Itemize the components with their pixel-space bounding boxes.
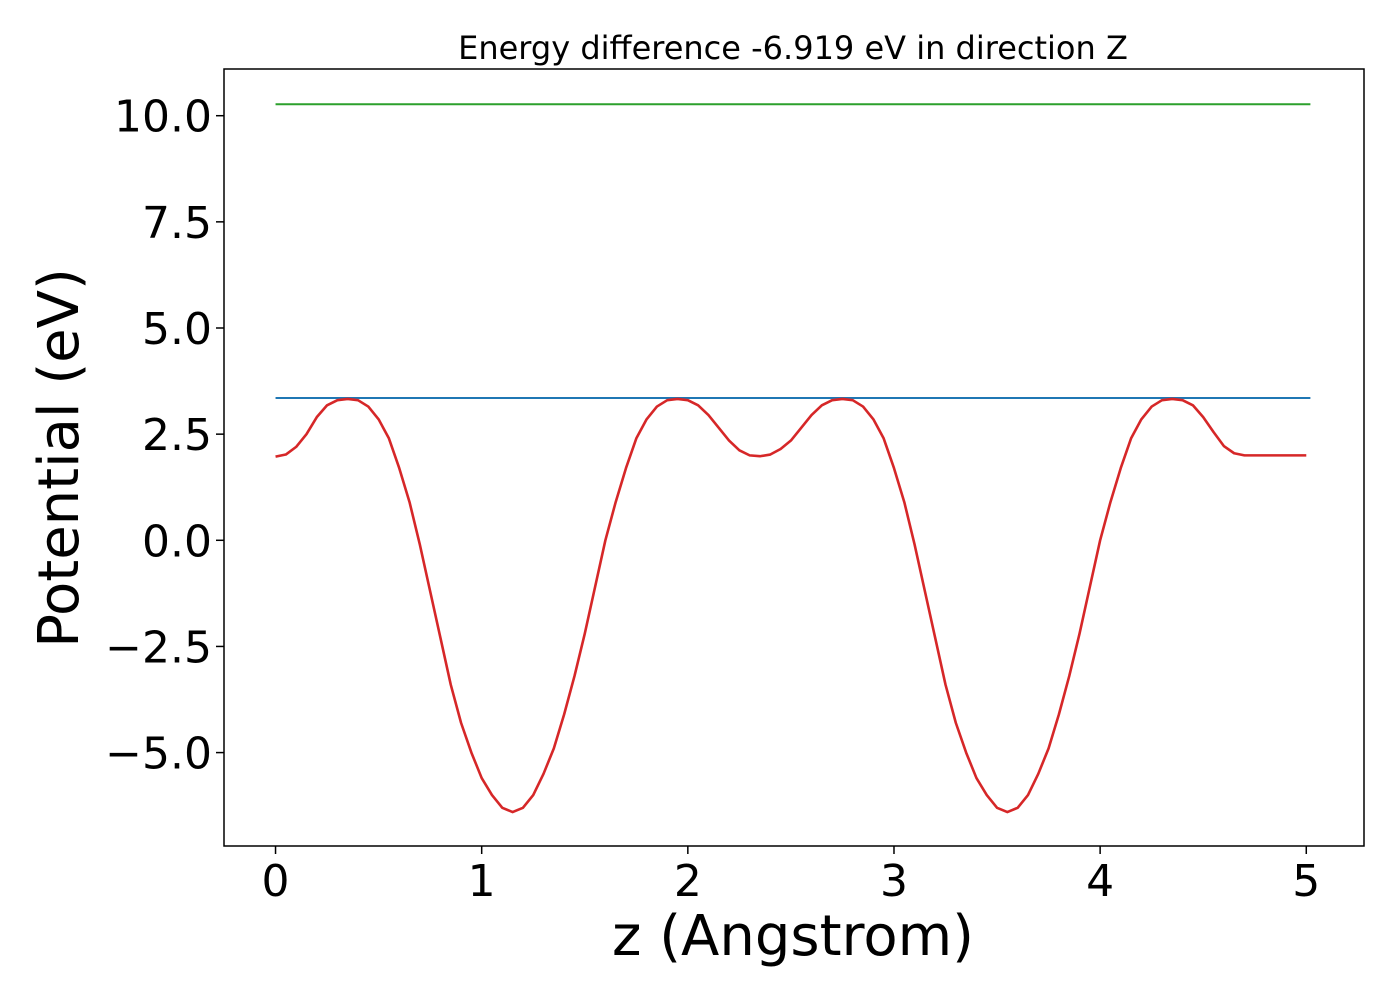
- y-tick-label: 5.0: [142, 304, 212, 355]
- plot-frame: [223, 68, 1365, 847]
- y-tick-label: 0.0: [142, 516, 212, 567]
- x-tick-label: 3: [880, 856, 908, 907]
- series-red-line: [275, 397, 1307, 814]
- y-axis-ticks: −5.0 −2.5 0.0 2.5 5.0 7.5 10.0: [105, 92, 224, 780]
- x-axis-label: z (Angstrom): [612, 904, 974, 969]
- x-tick-label: 5: [1292, 856, 1320, 907]
- y-tick-label: 2.5: [142, 410, 212, 461]
- x-tick-label: 0: [262, 856, 290, 907]
- x-tick-label: 1: [468, 856, 496, 907]
- x-axis-ticks: 0 1 2 3 4 5: [262, 846, 1320, 907]
- y-tick-label: 10.0: [114, 92, 212, 143]
- x-tick-label: 4: [1086, 856, 1114, 907]
- chart-title: Energy difference -6.919 eV in direction…: [458, 29, 1128, 67]
- series-layer: [275, 103, 1311, 814]
- y-axis-label: Potential (eV): [27, 268, 92, 648]
- y-tick-label: 7.5: [142, 198, 212, 249]
- y-tick-label: −5.0: [105, 729, 212, 780]
- y-tick-label: −2.5: [105, 622, 212, 673]
- x-tick-label: 2: [674, 856, 702, 907]
